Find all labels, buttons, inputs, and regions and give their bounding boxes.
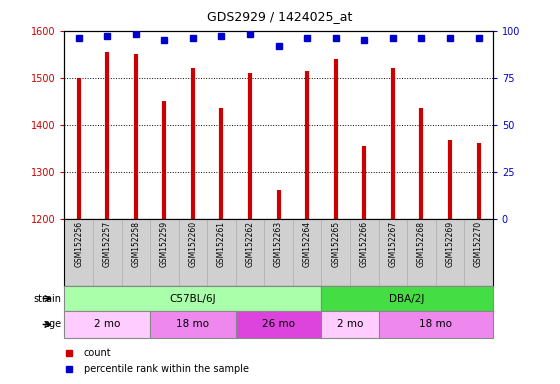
Bar <box>150 311 236 338</box>
Text: GSM152269: GSM152269 <box>445 221 455 267</box>
Text: GSM152259: GSM152259 <box>160 221 169 267</box>
Text: percentile rank within the sample: percentile rank within the sample <box>83 364 249 374</box>
Bar <box>236 311 321 338</box>
Bar <box>321 286 493 311</box>
Bar <box>64 311 150 338</box>
Text: GSM152258: GSM152258 <box>131 221 141 267</box>
Text: GSM152265: GSM152265 <box>331 221 340 267</box>
Text: GSM152263: GSM152263 <box>274 221 283 267</box>
Text: 18 mo: 18 mo <box>176 319 209 329</box>
Text: GSM152267: GSM152267 <box>388 221 398 267</box>
Text: GSM152256: GSM152256 <box>74 221 83 267</box>
Text: 18 mo: 18 mo <box>419 319 452 329</box>
Text: GSM152261: GSM152261 <box>217 221 226 267</box>
Text: GSM152264: GSM152264 <box>302 221 312 267</box>
Bar <box>379 311 493 338</box>
Text: strain: strain <box>34 293 62 304</box>
Text: GSM152268: GSM152268 <box>417 221 426 267</box>
Bar <box>321 311 379 338</box>
Text: 2 mo: 2 mo <box>337 319 363 329</box>
Text: GSM152262: GSM152262 <box>245 221 255 267</box>
Text: count: count <box>83 348 111 358</box>
Text: GSM152257: GSM152257 <box>102 221 112 267</box>
Text: 26 mo: 26 mo <box>262 319 295 329</box>
Bar <box>64 286 321 311</box>
Text: GSM152266: GSM152266 <box>360 221 369 267</box>
Text: age: age <box>44 319 62 329</box>
Text: GSM152260: GSM152260 <box>188 221 198 267</box>
Text: 2 mo: 2 mo <box>94 319 120 329</box>
Text: GDS2929 / 1424025_at: GDS2929 / 1424025_at <box>207 10 353 23</box>
Text: DBA/2J: DBA/2J <box>389 293 425 304</box>
Text: C57BL/6J: C57BL/6J <box>170 293 216 304</box>
Text: GSM152270: GSM152270 <box>474 221 483 267</box>
